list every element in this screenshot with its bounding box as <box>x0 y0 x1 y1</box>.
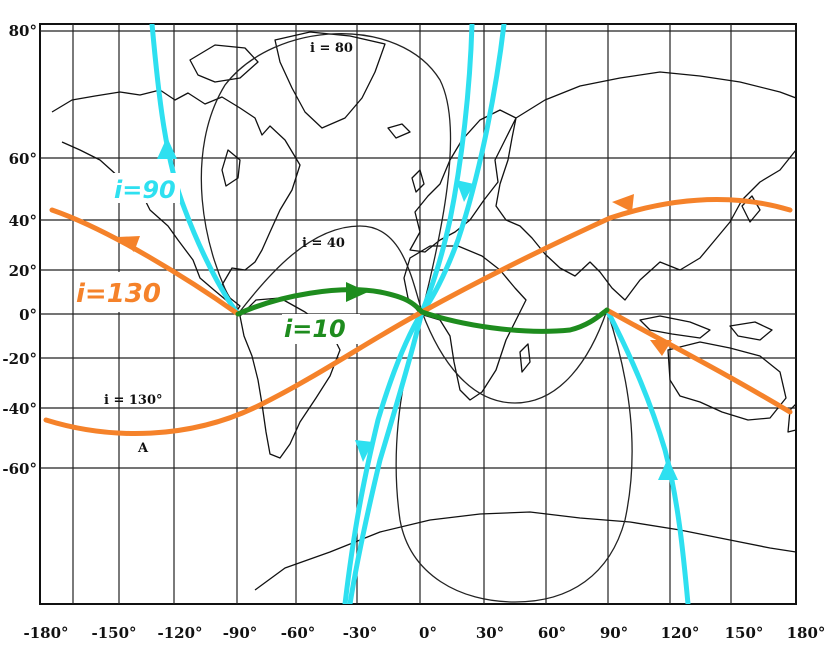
label-i10: i=10 <box>284 315 346 343</box>
lat-label: 20° <box>9 262 37 280</box>
label-i40: i = 40 <box>302 236 345 251</box>
lat-label: -60° <box>2 460 37 478</box>
arrow-i130-east-bottom <box>650 340 672 356</box>
track-southern-loop <box>395 309 633 603</box>
lon-label: 30° <box>476 624 504 642</box>
coast-antarctica <box>254 511 796 591</box>
track-i90-eastern <box>604 307 691 604</box>
coast-hudson-bay <box>221 149 241 187</box>
track-i80-loop <box>200 33 452 315</box>
label-i130-backdrop <box>74 272 170 312</box>
lon-label: -150° <box>91 624 136 642</box>
lat-label: 80° <box>9 22 37 40</box>
coast-north-america <box>51 89 301 313</box>
track-i130-west <box>49 207 241 317</box>
arrow-i90-up-west <box>157 137 177 159</box>
lat-label: -40° <box>2 400 37 418</box>
label-i10-backdrop <box>282 314 360 344</box>
lat-label: 0° <box>19 306 37 324</box>
label-i130: i=130 <box>76 279 161 309</box>
longitude-labels: -180° -150° -120° -90° -60° -30° 0° 30° … <box>23 624 825 642</box>
lon-label: 150° <box>725 624 764 642</box>
coast-indonesia <box>639 315 711 339</box>
lon-label: -60° <box>281 624 316 642</box>
track-i10 <box>235 287 610 334</box>
colored-tracks <box>43 24 793 604</box>
coast-iceland <box>387 123 411 139</box>
arrow-i130-west <box>118 236 140 252</box>
arrow-i90-up-east <box>658 458 678 480</box>
lon-label: 180° <box>787 624 826 642</box>
label-i130-printed: i = 130° <box>104 393 163 408</box>
label-i80: i = 80 <box>310 41 353 56</box>
track-i130-east <box>604 307 793 415</box>
arrow-i10 <box>346 282 368 302</box>
coast-greenland <box>274 31 386 129</box>
coast-arctic-islands <box>189 44 259 83</box>
coast-madagascar <box>519 343 531 373</box>
lon-label: 0° <box>419 624 437 642</box>
lon-label: 60° <box>538 624 566 642</box>
coast-australia <box>667 341 787 421</box>
coast-new-guinea <box>729 321 773 341</box>
coast-south-america <box>239 297 341 459</box>
label-a: A <box>137 441 149 456</box>
lat-label: 40° <box>9 212 37 230</box>
lon-label: 90° <box>600 624 628 642</box>
label-i90-backdrop <box>112 173 180 203</box>
label-i90: i=90 <box>114 176 176 204</box>
latitude-labels: 80° 60° 40° 20° 0° -20° -40° -60° <box>2 22 37 478</box>
lat-label: 60° <box>9 150 37 168</box>
coast-asia <box>495 71 796 301</box>
coast-uk <box>411 169 425 193</box>
arrow-i90-down-a <box>456 180 474 202</box>
coast-new-zealand <box>787 403 796 433</box>
track-i90-western <box>149 24 241 317</box>
arrow-i90-down-b <box>355 440 373 462</box>
lon-label: -180° <box>23 624 68 642</box>
lon-label: 120° <box>661 624 700 642</box>
lon-label: -30° <box>343 624 378 642</box>
direction-arrows <box>118 137 678 480</box>
lon-label: -120° <box>157 624 202 642</box>
arrow-i130-east-top <box>612 194 634 212</box>
lat-label: -20° <box>2 350 37 368</box>
coastlines <box>51 31 796 591</box>
lon-label: -90° <box>223 624 258 642</box>
